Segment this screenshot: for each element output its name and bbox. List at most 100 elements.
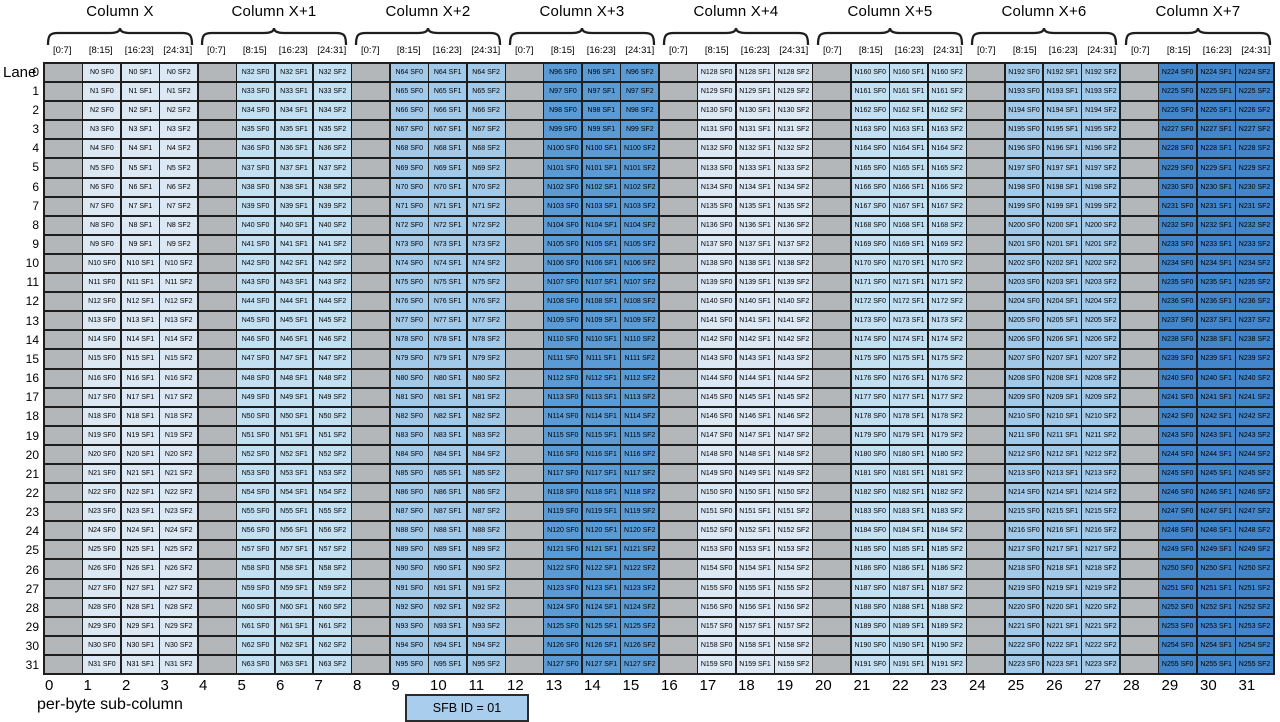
data-cell: N152 SF2 — [775, 522, 812, 540]
lane-number: 6 — [32, 179, 39, 194]
empty-byte-cell — [967, 293, 1005, 311]
empty-byte-cell — [967, 350, 1005, 368]
data-cell: N129 SF0 — [698, 83, 736, 101]
data-cell: N114 SF2 — [621, 407, 659, 425]
data-cell: N64 SF1 — [429, 64, 467, 82]
data-cell: N16 SF1 — [121, 369, 159, 387]
bit-range-header: [0:7] — [669, 45, 688, 56]
data-cell: N36 SF1 — [275, 140, 313, 158]
data-cell: N94 SF0 — [390, 636, 428, 654]
data-cell: N9 SF1 — [121, 235, 159, 253]
data-cell: N192 SF0 — [1005, 64, 1043, 82]
data-cell: N42 SF2 — [313, 254, 351, 273]
data-cell: N27 SF1 — [121, 579, 159, 597]
empty-byte-cell — [1120, 426, 1158, 444]
empty-byte-cell — [45, 83, 82, 101]
data-cell: N63 SF0 — [237, 655, 275, 673]
data-cell: N239 SF2 — [1236, 350, 1273, 368]
data-cell: N143 SF1 — [736, 350, 774, 368]
data-cell: N215 SF2 — [1082, 503, 1120, 521]
data-cell: N98 SF2 — [621, 102, 659, 120]
data-cell: N95 SF0 — [390, 655, 428, 673]
empty-byte-cell — [1120, 102, 1158, 120]
data-cell: N87 SF1 — [429, 503, 467, 521]
data-cell: N71 SF1 — [429, 197, 467, 215]
data-cell: N229 SF0 — [1159, 159, 1197, 177]
data-cell: N25 SF2 — [160, 541, 198, 559]
empty-byte-cell — [1120, 121, 1158, 139]
data-cell: N156 SF0 — [698, 598, 736, 616]
data-cell: N65 SF1 — [429, 83, 467, 101]
empty-byte-cell — [352, 159, 390, 177]
empty-byte-cell — [1120, 64, 1158, 82]
empty-byte-cell — [1120, 522, 1158, 540]
empty-byte-cell — [967, 235, 1005, 253]
brace-icon — [200, 27, 348, 45]
data-cell: N183 SF1 — [890, 503, 928, 521]
empty-byte-cell — [506, 254, 543, 273]
empty-byte-cell — [967, 121, 1005, 139]
data-cell: N167 SF1 — [890, 197, 928, 215]
data-cell: N68 SF1 — [429, 140, 467, 158]
data-cell: N121 SF0 — [544, 541, 582, 559]
empty-byte-cell — [45, 636, 82, 654]
data-cell: N195 SF1 — [1043, 121, 1081, 139]
data-cell: N47 SF1 — [275, 350, 313, 368]
empty-byte-cell — [45, 579, 82, 597]
data-cell: N115 SF2 — [621, 426, 659, 444]
data-cell: N148 SF0 — [698, 445, 736, 463]
data-cell: N48 SF1 — [275, 369, 313, 387]
data-cell: N212 SF2 — [1082, 445, 1120, 463]
data-cell: N132 SF1 — [736, 140, 774, 158]
data-cell: N62 SF0 — [237, 636, 275, 654]
empty-byte-cell — [1120, 541, 1158, 559]
data-cell: N60 SF2 — [313, 598, 351, 616]
data-cell: N221 SF1 — [1043, 617, 1081, 635]
empty-byte-cell — [1120, 617, 1158, 635]
data-cell: N146 SF0 — [698, 407, 736, 425]
data-cell: N201 SF1 — [1043, 235, 1081, 253]
data-cell: N133 SF1 — [736, 159, 774, 177]
lane-number: 1 — [32, 83, 39, 98]
data-cell: N91 SF0 — [390, 579, 428, 597]
empty-byte-cell — [198, 140, 236, 158]
byte-grid: N0 SF0 N0 SF1 N0 SF2 N32 SF0 N32 SF1 N32 SF2 N… — [43, 62, 1275, 675]
column-group-header: Column X+1 [0:7] [8:15] [16:23] [24:31] — [197, 0, 351, 62]
empty-byte-cell — [659, 541, 697, 559]
data-cell: N220 SF0 — [1005, 598, 1043, 616]
data-cell: N164 SF1 — [890, 140, 928, 158]
data-cell: N82 SF2 — [467, 407, 505, 425]
data-cell: N187 SF0 — [851, 579, 889, 597]
empty-byte-cell — [45, 426, 82, 444]
data-cell: N127 SF1 — [582, 655, 620, 673]
bit-range-header: [8:15] — [396, 45, 421, 56]
data-cell: N169 SF0 — [851, 235, 889, 253]
data-cell: N214 SF1 — [1043, 484, 1081, 502]
data-cell: N56 SF1 — [275, 522, 313, 540]
data-cell: N126 SF2 — [621, 636, 659, 654]
empty-byte-cell — [659, 369, 697, 387]
empty-byte-cell — [967, 407, 1005, 425]
data-cell: N221 SF2 — [1082, 617, 1120, 635]
data-cell: N176 SF0 — [851, 369, 889, 387]
data-cell: N189 SF0 — [851, 617, 889, 635]
empty-byte-cell — [659, 617, 697, 635]
data-cell: N220 SF1 — [1043, 598, 1081, 616]
data-cell: N69 SF0 — [390, 159, 428, 177]
subcol-number: 19 — [776, 677, 794, 694]
data-cell: N185 SF2 — [928, 541, 966, 559]
empty-byte-cell — [659, 579, 697, 597]
empty-byte-cell — [1120, 636, 1158, 654]
data-cell: N252 SF2 — [1236, 598, 1273, 616]
data-cell: N222 SF1 — [1043, 636, 1081, 654]
data-cell: N181 SF0 — [851, 464, 889, 483]
data-cell: N123 SF1 — [582, 579, 620, 597]
data-cell: N24 SF2 — [160, 522, 198, 540]
data-cell: N209 SF0 — [1005, 388, 1043, 406]
data-cell: N17 SF0 — [83, 388, 121, 406]
empty-byte-cell — [506, 350, 543, 368]
data-cell: N30 SF1 — [121, 636, 159, 654]
data-cell: N104 SF2 — [621, 216, 659, 234]
data-cell: N241 SF2 — [1236, 388, 1273, 406]
data-cell: N68 SF0 — [390, 140, 428, 158]
